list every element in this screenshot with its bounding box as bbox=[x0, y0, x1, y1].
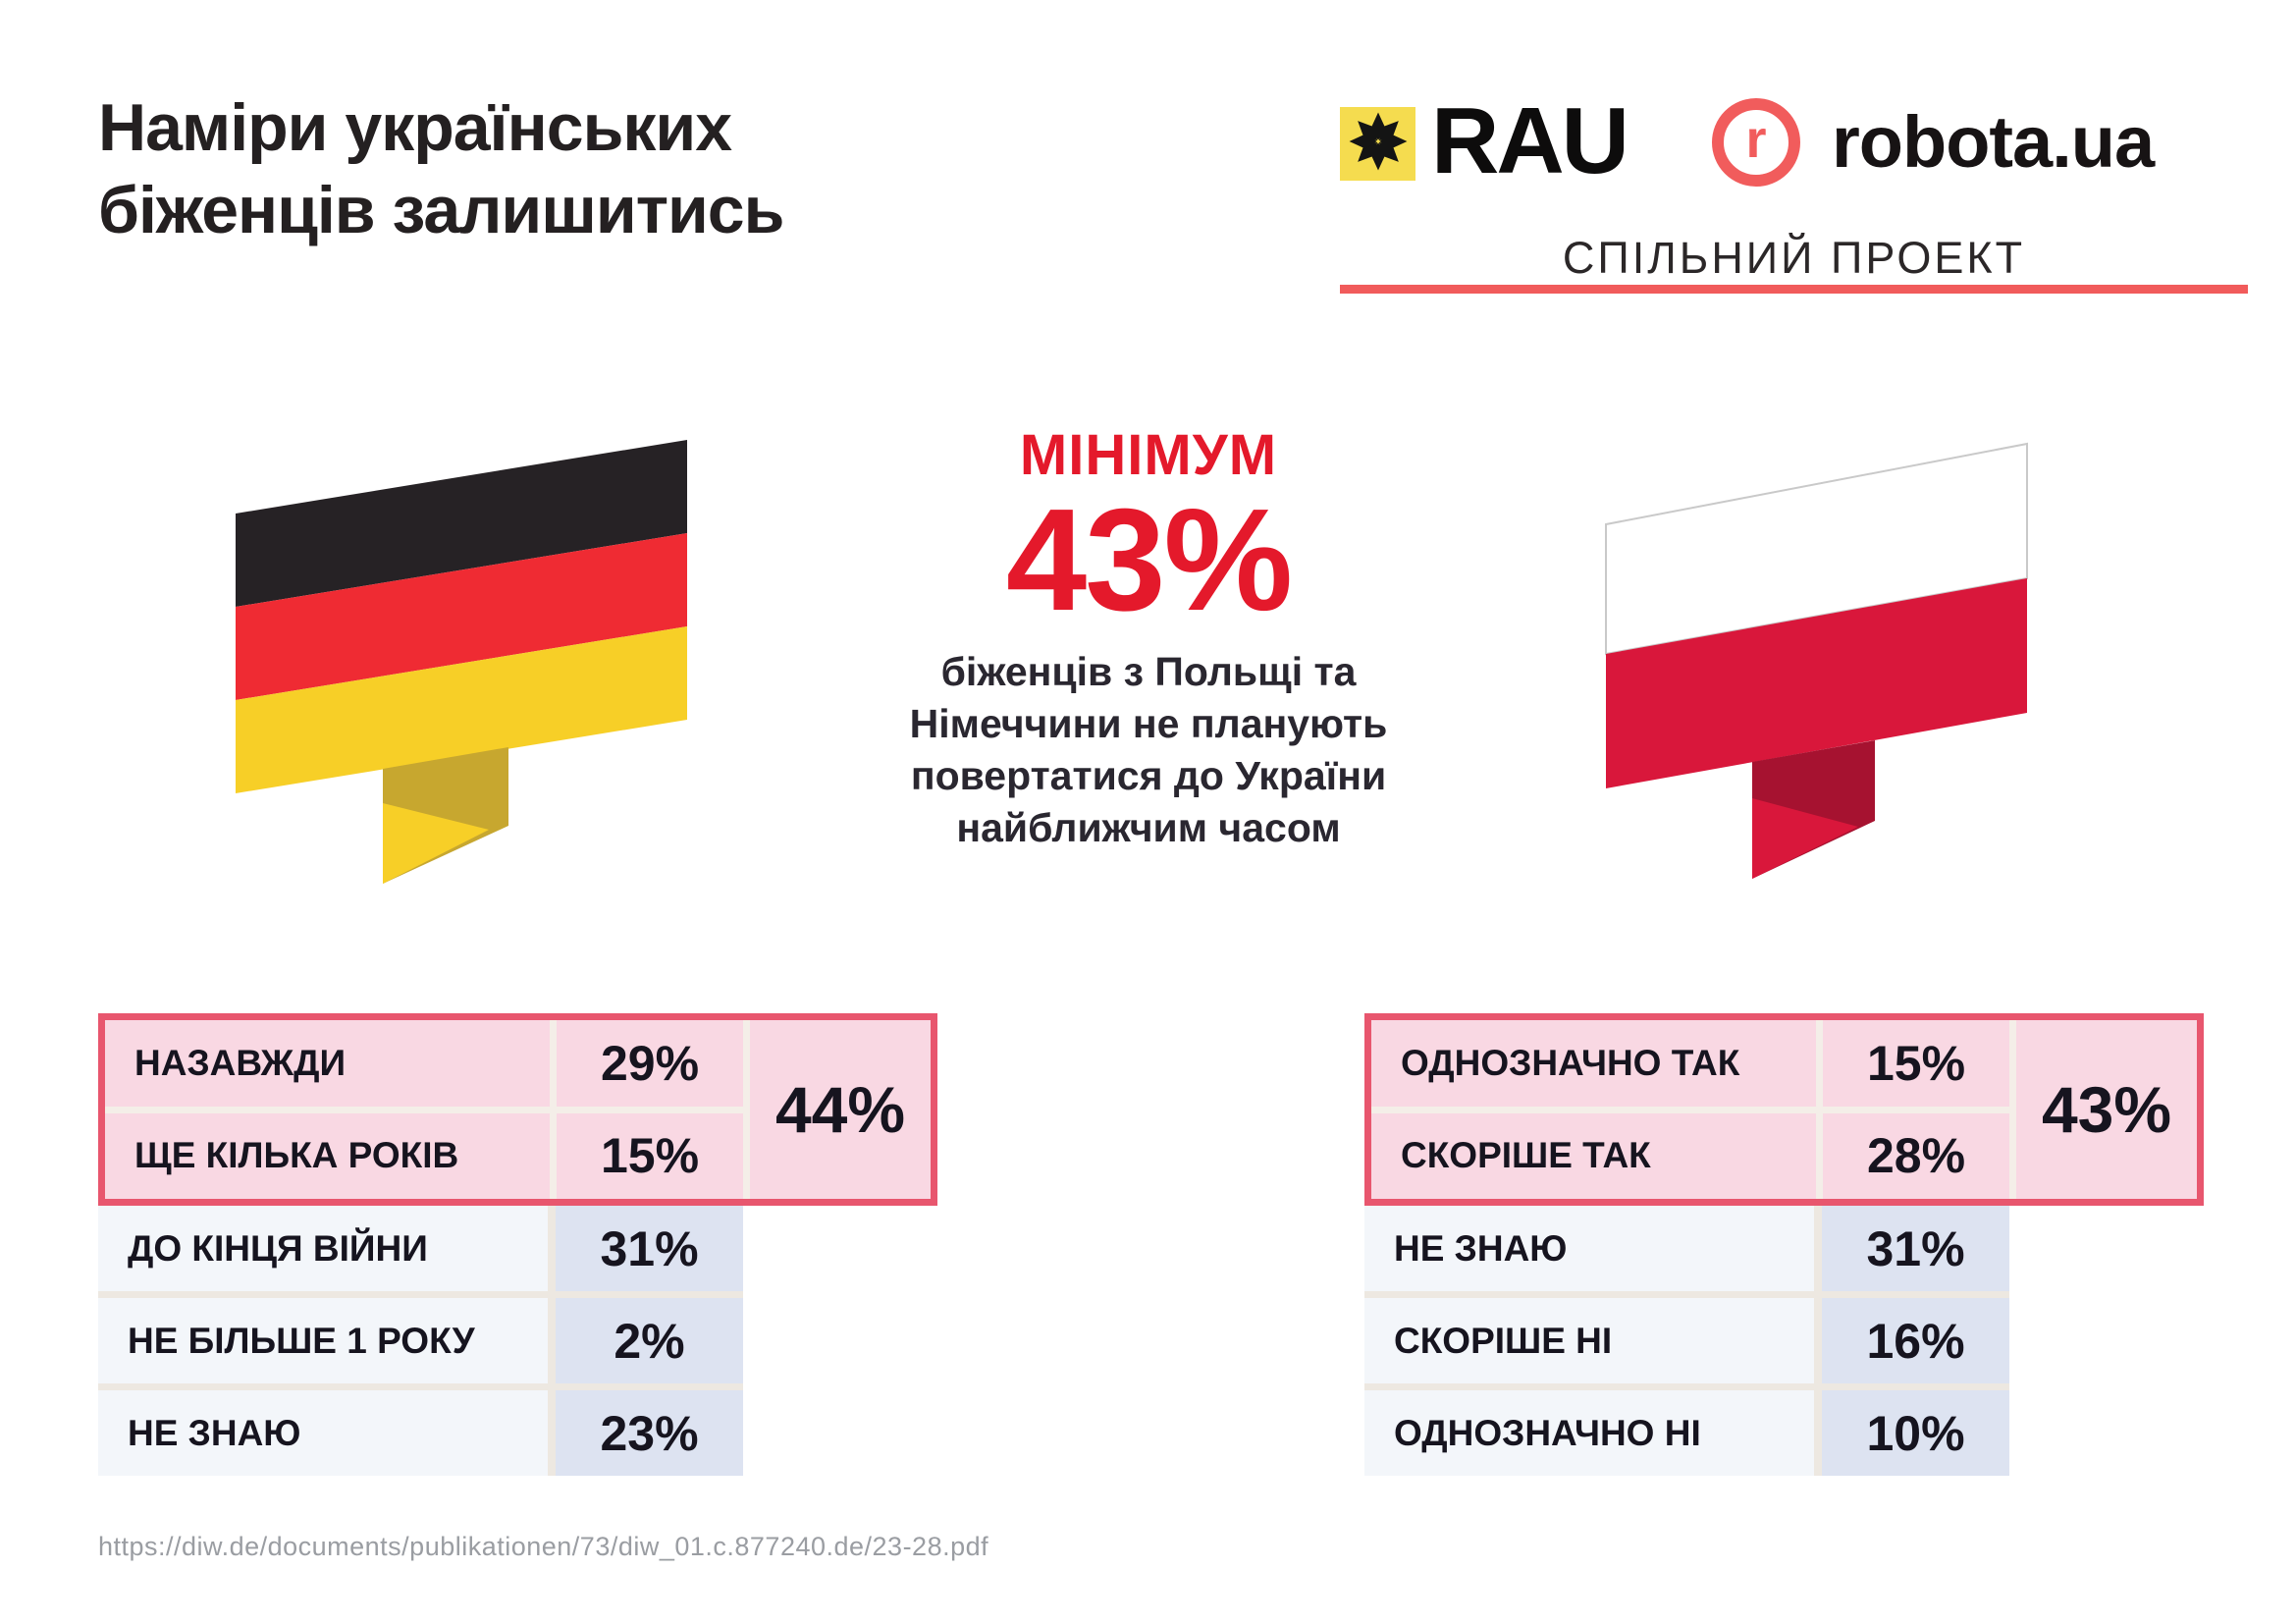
highlight-desc-line3: повертатися до України bbox=[910, 753, 1387, 798]
table-row-value: 16% bbox=[1822, 1298, 2009, 1383]
page-title-line2: біженців залишитись bbox=[98, 173, 784, 247]
table-row-label: ДО КІНЦЯ ВІЙНИ bbox=[98, 1206, 548, 1291]
table-row-value: 2% bbox=[556, 1298, 743, 1383]
germany-table: НАЗАВЖДИ 29% 44% ЩЕ КІЛЬКА РОКІВ 15% ДО … bbox=[98, 1013, 937, 1476]
table-row-value: 15% bbox=[557, 1112, 743, 1199]
robota-r-letter: r bbox=[1745, 110, 1767, 169]
germany-flag-icon bbox=[236, 437, 687, 893]
germany-other-rows: ДО КІНЦЯ ВІЙНИ 31% НЕ БІЛЬШЕ 1 РОКУ 2% Н… bbox=[98, 1206, 743, 1476]
highlight-description: біженців з Польщі та Німеччини не планую… bbox=[785, 646, 1512, 854]
germany-highlight-group: НАЗАВЖДИ 29% 44% ЩЕ КІЛЬКА РОКІВ 15% bbox=[98, 1013, 937, 1206]
table-row-value: 31% bbox=[556, 1206, 743, 1291]
table-row-value: 23% bbox=[556, 1390, 743, 1476]
rau-logo bbox=[1340, 107, 1415, 181]
rau-wordmark: RAU bbox=[1431, 88, 1629, 193]
table-row-value: 15% bbox=[1823, 1020, 2009, 1107]
joint-project-label: СПІЛЬНИЙ ПРОЕКТ bbox=[1562, 233, 2026, 283]
poland-highlight-group: ОДНОЗНАЧНО ТАК 15% 43% СКОРІШЕ ТАК 28% bbox=[1364, 1013, 2204, 1206]
table-row-label: СКОРІШЕ ТАК bbox=[1371, 1112, 1816, 1199]
poland-other-rows: НЕ ЗНАЮ 31% СКОРІШЕ НІ 16% ОДНОЗНАЧНО НІ… bbox=[1364, 1206, 2009, 1476]
header-divider bbox=[1340, 285, 2248, 294]
page-title: Наміри українських біженців залишитись bbox=[98, 86, 784, 251]
table-row-label: НЕ БІЛЬШЕ 1 РОКУ bbox=[98, 1298, 548, 1383]
table-row-value: 10% bbox=[1822, 1390, 2009, 1476]
poland-highlight-total: 43% bbox=[2016, 1020, 2197, 1199]
table-row-label: СКОРІШЕ НІ bbox=[1364, 1298, 1814, 1383]
germany-highlight-total: 44% bbox=[750, 1020, 931, 1199]
table-row-label: НАЗАВЖДИ bbox=[105, 1020, 550, 1107]
table-row-label: ОДНОЗНАЧНО НІ bbox=[1364, 1390, 1814, 1476]
table-row-label: НЕ ЗНАЮ bbox=[98, 1390, 548, 1476]
rau-star-icon bbox=[1347, 110, 1410, 178]
robota-wordmark: robota.ua bbox=[1832, 101, 2155, 183]
source-url: https://diw.de/documents/publikationen/7… bbox=[98, 1532, 989, 1561]
table-row-value: 29% bbox=[557, 1020, 743, 1107]
highlight-desc-line1: біженців з Польщі та bbox=[940, 649, 1357, 694]
table-row-label: НЕ ЗНАЮ bbox=[1364, 1206, 1814, 1291]
highlight-desc-line2: Німеччини не планують bbox=[909, 701, 1388, 746]
highlight-percentage: 43% bbox=[1005, 479, 1293, 641]
highlight-kicker: МІНІМУМ bbox=[1019, 423, 1278, 487]
table-row-label: ОДНОЗНАЧНО ТАК bbox=[1371, 1020, 1816, 1107]
table-row-label: ЩЕ КІЛЬКА РОКІВ bbox=[105, 1112, 550, 1199]
poland-table: ОДНОЗНАЧНО ТАК 15% 43% СКОРІШЕ ТАК 28% Н… bbox=[1364, 1013, 2204, 1476]
table-row-value: 31% bbox=[1822, 1206, 2009, 1291]
robota-logo-icon: r bbox=[1712, 98, 1800, 187]
page-title-line1: Наміри українських bbox=[98, 90, 732, 165]
poland-flag-icon bbox=[1605, 442, 2037, 898]
table-row-value: 28% bbox=[1823, 1112, 2009, 1199]
highlight-desc-line4: найближчим часом bbox=[956, 805, 1341, 850]
